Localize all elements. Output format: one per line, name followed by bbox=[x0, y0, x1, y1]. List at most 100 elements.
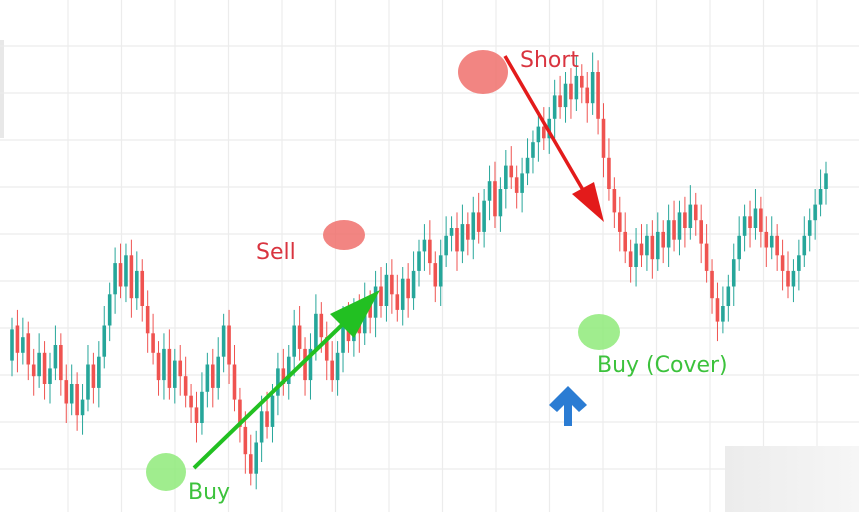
candle-body bbox=[238, 399, 242, 427]
candle-body bbox=[189, 395, 193, 408]
candle-body bbox=[48, 368, 52, 384]
candle-body bbox=[444, 235, 448, 256]
candle-body bbox=[455, 228, 459, 252]
candle-body bbox=[791, 270, 796, 287]
candle-body bbox=[324, 337, 329, 361]
candle-body bbox=[162, 348, 166, 381]
candle-body bbox=[270, 395, 275, 427]
candle-body bbox=[737, 235, 741, 260]
candle-body bbox=[487, 181, 492, 201]
candlestick-series bbox=[10, 52, 828, 490]
trend-arrows bbox=[192, 55, 604, 470]
candle-body bbox=[173, 360, 177, 388]
candle-body bbox=[742, 216, 747, 236]
candle-body bbox=[775, 235, 779, 256]
candle-body bbox=[764, 231, 769, 248]
candle-body bbox=[677, 212, 682, 240]
candle-body bbox=[216, 356, 221, 388]
candle-body bbox=[536, 126, 541, 143]
candle-body bbox=[509, 165, 514, 178]
candle-body bbox=[520, 173, 524, 193]
candle-body bbox=[699, 220, 703, 244]
candle-body bbox=[449, 228, 454, 236]
candle-body bbox=[726, 286, 731, 306]
candle-body bbox=[818, 189, 823, 205]
sell-label: Sell bbox=[256, 240, 296, 265]
buy-marker bbox=[146, 453, 186, 491]
red-arrow-shaft bbox=[503, 55, 585, 191]
buy-cover-marker bbox=[578, 314, 620, 350]
candle-body bbox=[704, 243, 709, 271]
candle-body bbox=[807, 220, 812, 236]
candle-body bbox=[693, 204, 698, 221]
left-edge-strip bbox=[0, 40, 4, 138]
candle-body bbox=[243, 426, 248, 455]
candle-body bbox=[390, 274, 394, 295]
buy-label: Buy bbox=[188, 480, 231, 505]
candle-body bbox=[292, 325, 296, 357]
candle-body bbox=[585, 87, 590, 104]
candle-body bbox=[493, 181, 497, 217]
sell-marker bbox=[323, 220, 365, 250]
candle-body bbox=[514, 177, 519, 193]
candle-body bbox=[411, 270, 416, 299]
candle-body bbox=[590, 72, 595, 104]
candle-body bbox=[75, 384, 79, 416]
candle-body bbox=[145, 306, 150, 334]
candle-body bbox=[335, 352, 340, 381]
candle-body bbox=[748, 216, 752, 228]
candle-body bbox=[542, 126, 546, 139]
candle-body bbox=[37, 352, 41, 377]
candle-body bbox=[97, 356, 101, 388]
red-arrow-head bbox=[572, 182, 604, 222]
trade-markers bbox=[146, 50, 620, 491]
candle-body bbox=[759, 208, 763, 232]
candle-body bbox=[151, 333, 155, 353]
candle-body bbox=[42, 352, 47, 384]
candle-body bbox=[178, 360, 183, 377]
candle-body bbox=[314, 313, 318, 349]
candle-body bbox=[205, 364, 210, 392]
candle-body bbox=[167, 348, 172, 388]
up-arrow-icon bbox=[549, 386, 587, 426]
candle-body bbox=[59, 345, 63, 381]
candle-body bbox=[552, 95, 557, 119]
candle-body bbox=[341, 321, 345, 353]
candle-body bbox=[824, 173, 828, 189]
candle-body bbox=[308, 348, 313, 381]
candle-body bbox=[107, 294, 112, 326]
candle-body bbox=[580, 75, 584, 88]
candle-body bbox=[721, 306, 725, 322]
candle-body bbox=[395, 294, 400, 310]
candle-body bbox=[26, 333, 31, 365]
candle-body bbox=[786, 270, 790, 287]
candle-body bbox=[438, 255, 443, 287]
candle-body bbox=[482, 200, 486, 232]
candle-body bbox=[460, 224, 465, 252]
candle-body bbox=[379, 286, 383, 306]
candle-body bbox=[113, 263, 117, 295]
candle-body bbox=[31, 364, 36, 377]
short-marker bbox=[458, 50, 508, 94]
candle-body bbox=[476, 212, 481, 232]
candle-body bbox=[86, 364, 90, 400]
candle-body bbox=[498, 189, 503, 217]
candle-body bbox=[753, 208, 758, 228]
candle-body bbox=[797, 255, 801, 271]
candle-body bbox=[574, 75, 579, 100]
candle-body bbox=[661, 231, 665, 248]
candle-body bbox=[384, 274, 389, 306]
candle-body bbox=[129, 255, 134, 299]
candle-body bbox=[102, 325, 107, 357]
candle-body bbox=[780, 255, 785, 271]
candle-body bbox=[259, 411, 264, 443]
candle-body bbox=[319, 313, 324, 338]
candle-body bbox=[400, 278, 405, 310]
candle-body bbox=[628, 251, 633, 267]
candle-body bbox=[10, 329, 14, 361]
candle-body bbox=[466, 224, 470, 240]
candle-body bbox=[813, 204, 817, 221]
candle-body bbox=[373, 286, 378, 318]
candle-body bbox=[232, 364, 237, 400]
candle-body bbox=[688, 204, 693, 228]
